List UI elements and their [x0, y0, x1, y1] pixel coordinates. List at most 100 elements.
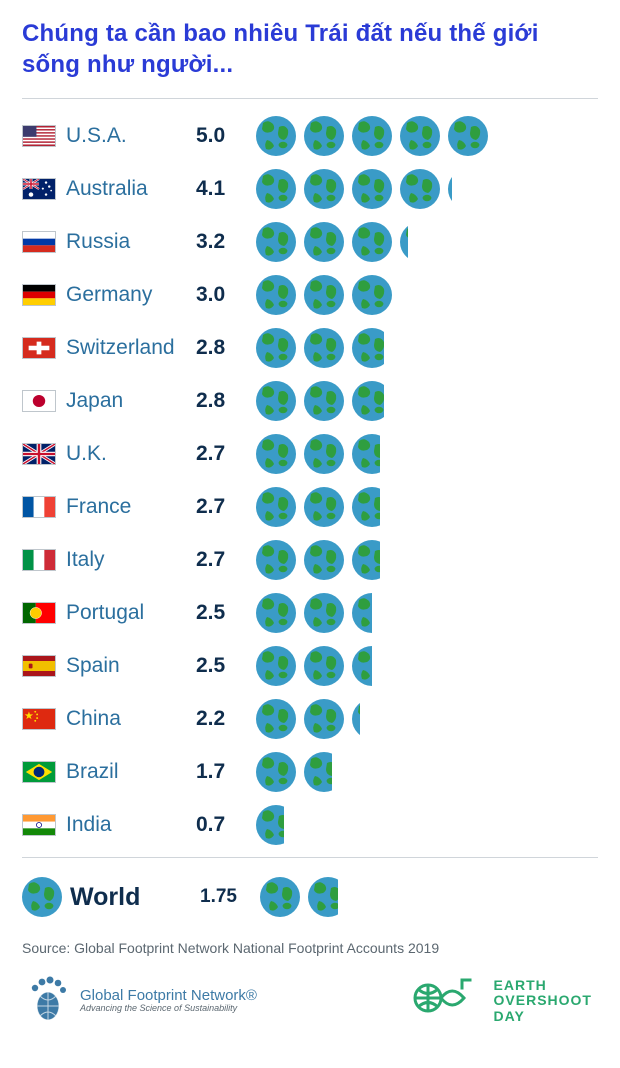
earth-icon	[304, 275, 344, 315]
earth-icon	[352, 275, 392, 315]
source-text: Source: Global Footprint Network Nationa…	[22, 940, 598, 956]
country-row: U.S.A. 5.0	[22, 109, 598, 162]
country-name: Portugal	[66, 601, 196, 625]
country-rows: U.S.A. 5.0	[22, 109, 598, 851]
world-value: 1.75	[200, 886, 260, 908]
country-name: U.S.A.	[66, 124, 196, 148]
flag-icon	[22, 231, 56, 253]
gfn-tagline: Advancing the Science of Sustainability	[80, 1004, 257, 1014]
earth-icon	[260, 877, 300, 917]
earths-value: 2.8	[196, 336, 256, 360]
earth-icon	[256, 116, 296, 156]
country-name: Spain	[66, 654, 196, 678]
flag-icon	[22, 549, 56, 571]
world-earths	[260, 877, 348, 917]
earth-icon	[304, 699, 344, 739]
earth-icon	[256, 434, 296, 474]
earth-icon	[256, 275, 296, 315]
earths-value: 2.5	[196, 601, 256, 625]
earth-icon-partial	[352, 593, 392, 633]
earths-pictogram	[256, 381, 392, 421]
earths-pictogram	[256, 540, 392, 580]
flag-icon	[22, 602, 56, 624]
country-row: India 0.7	[22, 798, 598, 851]
earth-icon-partial	[256, 805, 296, 845]
earths-value: 3.2	[196, 230, 256, 254]
earth-icon	[256, 222, 296, 262]
earth-icon	[304, 540, 344, 580]
earth-icon	[304, 434, 344, 474]
earth-icon	[304, 116, 344, 156]
earth-icon-partial	[352, 381, 392, 421]
earth-icon	[304, 381, 344, 421]
world-earth-icon	[22, 877, 62, 917]
country-row: France 2.7	[22, 480, 598, 533]
gfn-name: Global Footprint Network®	[80, 988, 257, 1005]
earths-pictogram	[256, 646, 392, 686]
earth-icon	[304, 487, 344, 527]
earth-icon	[304, 593, 344, 633]
earths-value: 1.7	[196, 760, 256, 784]
earths-value: 4.1	[196, 177, 256, 201]
earths-value: 2.8	[196, 389, 256, 413]
earths-value: 2.5	[196, 654, 256, 678]
flag-icon	[22, 496, 56, 518]
country-row: Portugal 2.5	[22, 586, 598, 639]
country-row: Russia 3.2	[22, 215, 598, 268]
footprint-icon	[28, 974, 70, 1027]
world-row: World 1.75	[22, 868, 598, 926]
country-row: China 2.2	[22, 692, 598, 745]
country-name: U.K.	[66, 442, 196, 466]
flag-icon	[22, 761, 56, 783]
country-name: France	[66, 495, 196, 519]
flag-icon	[22, 125, 56, 147]
earth-icon-partial	[352, 487, 392, 527]
earth-icon	[448, 116, 488, 156]
eod-line3: DAY	[494, 1009, 592, 1024]
earth-icon	[256, 169, 296, 209]
earth-icon	[304, 222, 344, 262]
country-row: Germany 3.0	[22, 268, 598, 321]
gfn-logo-block: Global Footprint Network® Advancing the …	[28, 974, 257, 1027]
earth-icon	[256, 699, 296, 739]
earth-icon	[304, 328, 344, 368]
earth-icon	[256, 593, 296, 633]
earth-icon	[400, 116, 440, 156]
earths-value: 5.0	[196, 124, 256, 148]
earths-pictogram	[256, 328, 392, 368]
earths-value: 2.2	[196, 707, 256, 731]
top-divider	[22, 98, 598, 99]
country-row: U.K. 2.7	[22, 427, 598, 480]
earth-icon	[256, 487, 296, 527]
earths-pictogram	[256, 752, 344, 792]
earths-pictogram	[256, 275, 392, 315]
earths-pictogram	[256, 487, 392, 527]
earth-icon-partial	[352, 540, 392, 580]
country-name: Italy	[66, 548, 196, 572]
footer: Global Footprint Network® Advancing the …	[22, 974, 598, 1027]
earth-icon	[304, 646, 344, 686]
flag-icon	[22, 708, 56, 730]
country-row: Japan 2.8	[22, 374, 598, 427]
earths-pictogram	[256, 434, 392, 474]
earth-icon	[256, 646, 296, 686]
country-name: Australia	[66, 177, 196, 201]
earth-icon	[352, 222, 392, 262]
bottom-divider	[22, 857, 598, 858]
flag-icon	[22, 284, 56, 306]
page-title: Chúng ta cần bao nhiêu Trái đất nếu thế …	[22, 18, 598, 80]
flag-icon	[22, 655, 56, 677]
country-name: China	[66, 707, 196, 731]
earths-value: 2.7	[196, 442, 256, 466]
earths-pictogram	[256, 169, 488, 209]
earths-value: 2.7	[196, 548, 256, 572]
flag-icon	[22, 337, 56, 359]
earths-value: 3.0	[196, 283, 256, 307]
eod-line2: OVERSHOOT	[494, 993, 592, 1008]
country-name: Japan	[66, 389, 196, 413]
earth-icon	[352, 116, 392, 156]
earths-pictogram	[256, 116, 488, 156]
earth-icon	[304, 169, 344, 209]
earths-value: 2.7	[196, 495, 256, 519]
earths-pictogram	[256, 222, 440, 262]
